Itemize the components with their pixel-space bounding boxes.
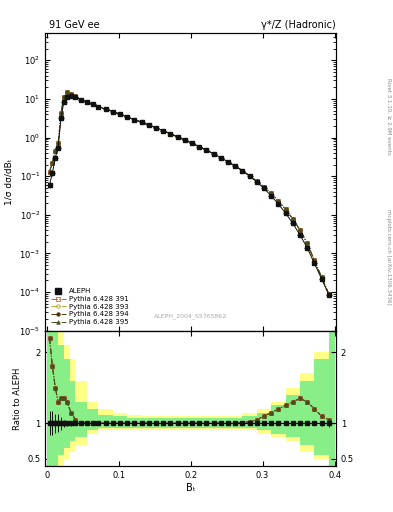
Y-axis label: Ratio to ALEPH: Ratio to ALEPH: [13, 367, 22, 430]
Y-axis label: 1/σ dσ/dBₜ: 1/σ dσ/dBₜ: [5, 159, 14, 205]
Text: 91 GeV ee: 91 GeV ee: [49, 20, 100, 31]
X-axis label: Bₜ: Bₜ: [186, 482, 195, 493]
Text: mcplots.cern.ch [arXiv:1306.3436]: mcplots.cern.ch [arXiv:1306.3436]: [386, 208, 391, 304]
Text: γ*/Z (Hadronic): γ*/Z (Hadronic): [261, 20, 336, 31]
Text: ALEPH_2004_S5765862: ALEPH_2004_S5765862: [154, 313, 227, 319]
Text: Rivet 3.1.10, ≥ 2.9M events: Rivet 3.1.10, ≥ 2.9M events: [386, 78, 391, 155]
Legend: ALEPH, Pythia 6.428 391, Pythia 6.428 393, Pythia 6.428 394, Pythia 6.428 395: ALEPH, Pythia 6.428 391, Pythia 6.428 39…: [49, 286, 130, 327]
